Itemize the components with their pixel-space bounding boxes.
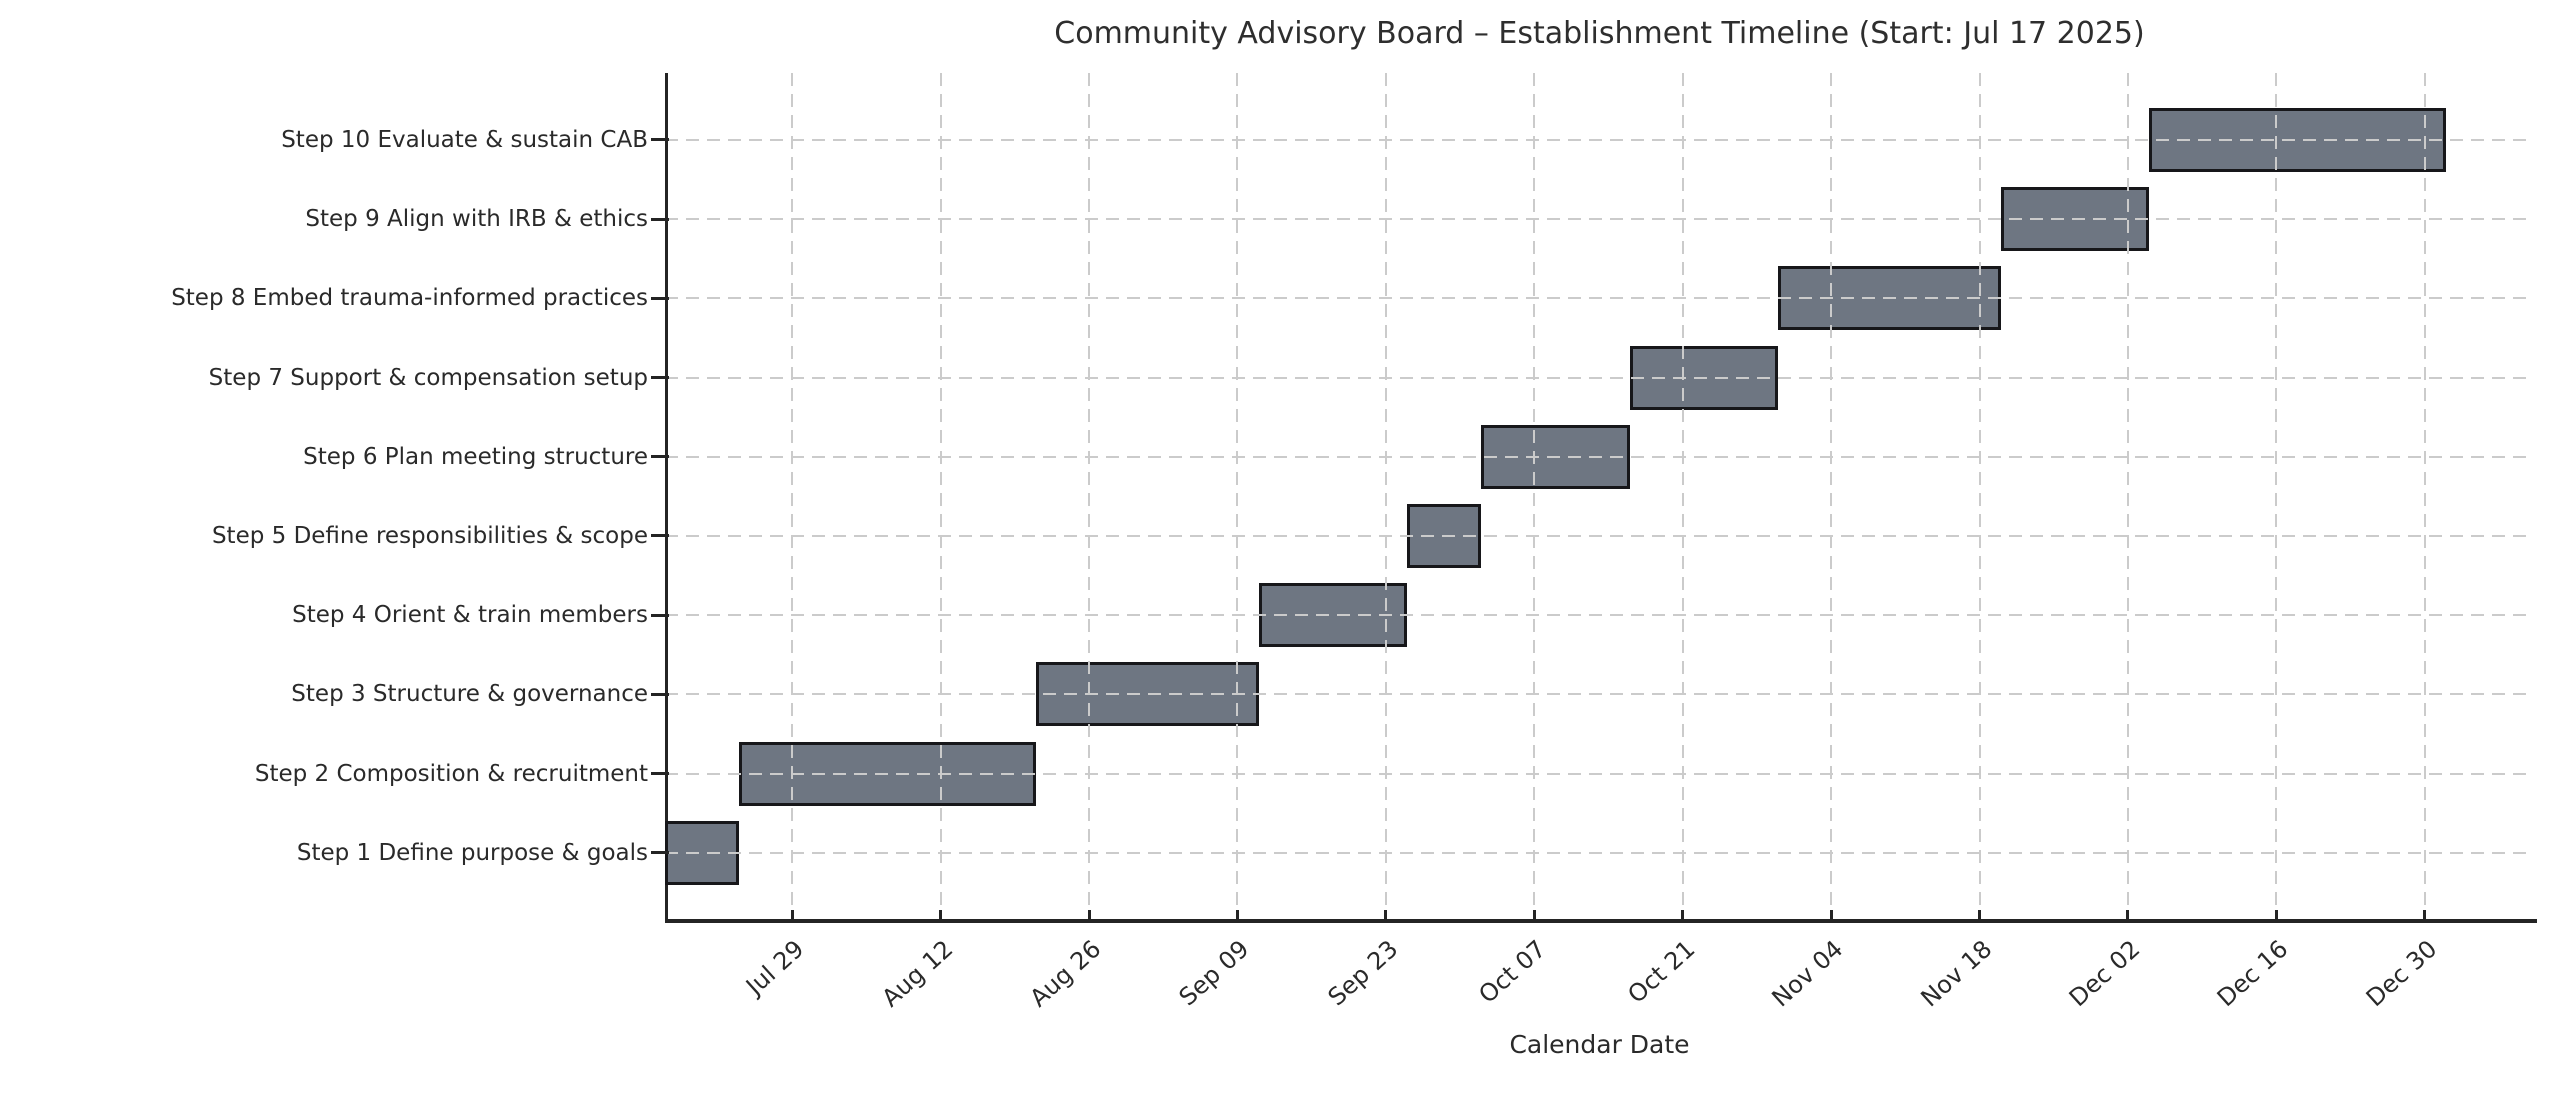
x-tick-label-oct-07: Oct 07 — [1473, 934, 1552, 1009]
chart-title: Community Advisory Board – Establishment… — [1054, 16, 2145, 51]
y-tick-label-step-4: Step 4 Orient & train members — [292, 602, 648, 629]
x-tick-label-jul-29: Jul 29 — [740, 934, 810, 1001]
y-tick-label-step-1: Step 1 Define purpose & goals — [296, 839, 648, 866]
y-tick-label-step-10: Step 10 Evaluate & sustain CAB — [281, 126, 648, 153]
y-tick-label-step-6: Step 6 Plan meeting structure — [303, 443, 648, 470]
y-tick-label-step-2: Step 2 Composition & recruitment — [254, 760, 648, 787]
plot-area — [665, 73, 2537, 923]
y-tick-label-step-5: Step 5 Define responsibilities & scope — [211, 522, 648, 549]
y-tick-label-step-3: Step 3 Structure & governance — [291, 681, 648, 708]
x-tick-label-dec-16: Dec 16 — [2212, 934, 2294, 1013]
x-tick-label-dec-02: Dec 02 — [2063, 934, 2146, 1013]
x-tick-label-nov-04: Nov 04 — [1766, 934, 1849, 1013]
x-tick-label-aug-12: Aug 12 — [876, 934, 959, 1013]
x-tick-label-sep-09: Sep 09 — [1174, 934, 1255, 1012]
x-tick-label-oct-21: Oct 21 — [1622, 934, 1701, 1009]
x-tick-label-aug-26: Aug 26 — [1024, 934, 1107, 1013]
x-tick-label-sep-23: Sep 23 — [1322, 934, 1404, 1012]
x-axis-title: Calendar Date — [1509, 1030, 1690, 1059]
x-tick-label-dec-30: Dec 30 — [2360, 934, 2443, 1013]
y-tick-label-step-9: Step 9 Align with IRB & ethics — [305, 206, 648, 233]
y-tick-label-step-7: Step 7 Support & compensation setup — [208, 364, 648, 391]
y-tick-label-step-8: Step 8 Embed trauma-informed practices — [171, 285, 648, 312]
x-tick-label-nov-18: Nov 18 — [1915, 934, 1997, 1013]
